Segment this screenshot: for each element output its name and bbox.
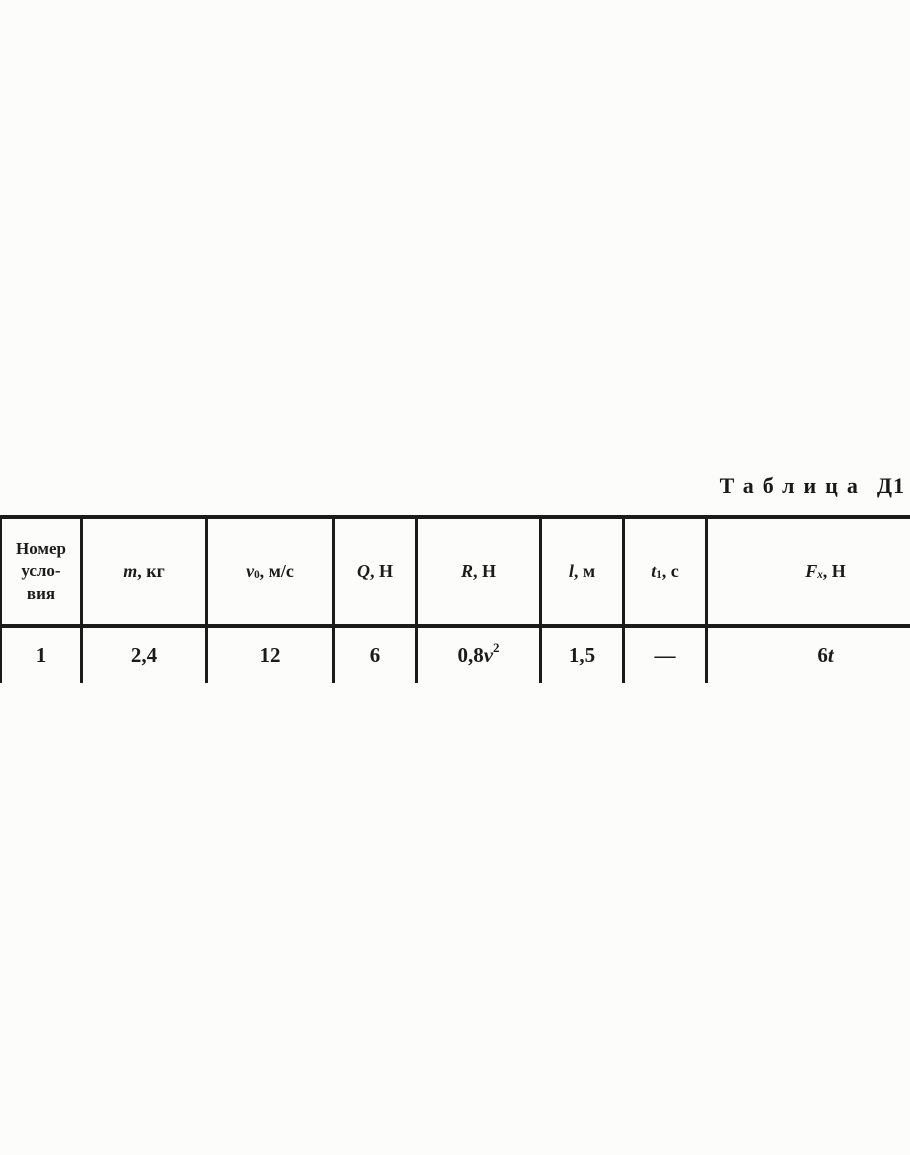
- cell-mass: 2,4: [80, 628, 205, 683]
- table-title-word: Таблица: [719, 473, 867, 498]
- cell-time-t1: —: [622, 628, 705, 683]
- header-cell-force-q: Q, Н: [332, 519, 415, 628]
- table-title: Таблица Д1: [720, 473, 905, 499]
- cell-force-q: 6: [332, 628, 415, 683]
- header-cell-length-l: l, м: [539, 519, 622, 628]
- cell-length-l: 1,5: [539, 628, 622, 683]
- header-cell-condition-number: Номер усло- вия: [0, 519, 80, 628]
- cell-initial-velocity: 12: [205, 628, 332, 683]
- header-cell-force-r: R, Н: [415, 519, 539, 628]
- header-cell-mass: m, кг: [80, 519, 205, 628]
- cell-condition-number: 1: [0, 628, 80, 683]
- table-title-number: Д1: [876, 473, 905, 498]
- cell-force-r: 0,8 v 2: [415, 628, 539, 683]
